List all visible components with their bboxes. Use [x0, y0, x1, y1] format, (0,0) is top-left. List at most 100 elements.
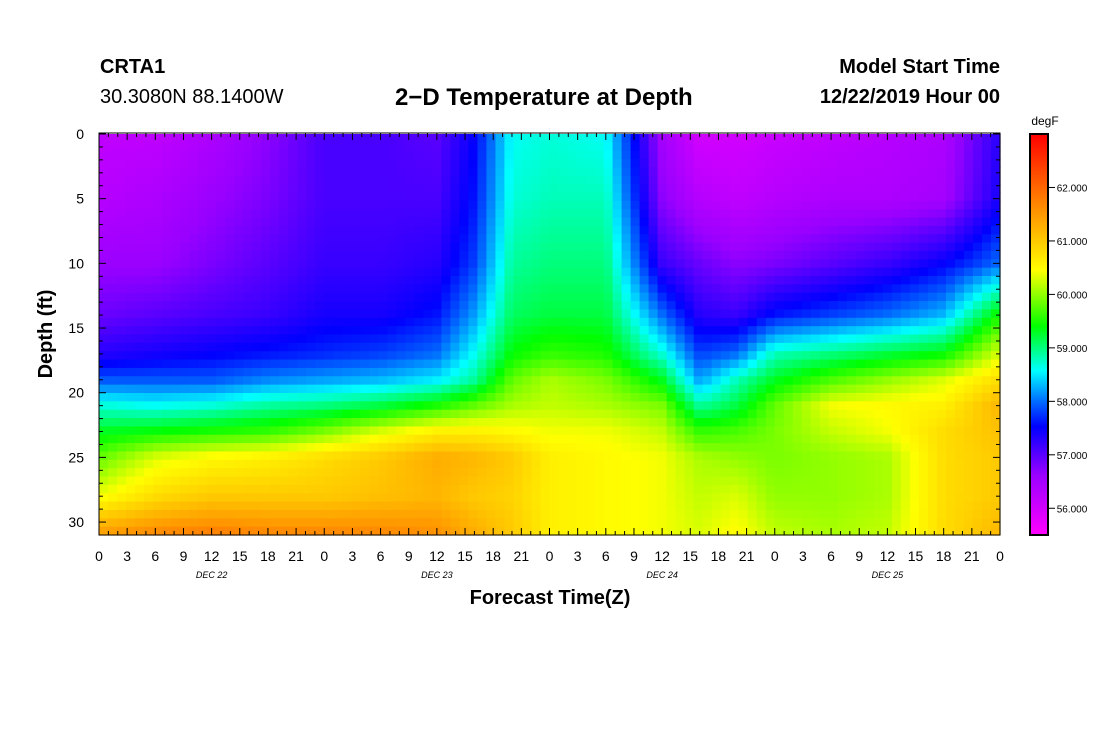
heatmap-cell	[603, 367, 614, 377]
heatmap-cell	[873, 175, 884, 185]
heatmap-cell	[891, 200, 902, 210]
heatmap-cell	[396, 317, 406, 327]
heatmap-cell	[792, 317, 803, 327]
heatmap-cell	[234, 434, 244, 444]
heatmap-cell	[225, 250, 235, 260]
heatmap-cell	[252, 326, 262, 336]
heatmap-cell	[963, 367, 974, 377]
heatmap-cell	[612, 192, 623, 202]
heatmap-cell	[432, 142, 442, 152]
heatmap-cell	[675, 134, 686, 143]
heatmap-cell	[936, 476, 947, 486]
heatmap-cell	[117, 309, 127, 319]
heatmap-cell	[594, 468, 605, 478]
heatmap-cell	[144, 175, 154, 185]
heatmap-cell	[396, 367, 406, 377]
heatmap-cell	[171, 426, 181, 436]
heatmap-cell	[198, 468, 208, 478]
heatmap-cell	[324, 401, 334, 411]
heatmap-cell	[477, 301, 488, 311]
heatmap-cell	[360, 351, 370, 361]
heatmap-cell	[819, 359, 830, 369]
heatmap-cell	[891, 159, 902, 169]
station-id: CRTA1	[100, 56, 166, 78]
heatmap-cell	[819, 301, 830, 311]
heatmap-cell	[198, 509, 208, 519]
heatmap-cell	[162, 150, 172, 160]
heatmap-cell	[405, 175, 415, 185]
heatmap-cell	[720, 426, 731, 436]
heatmap-cell	[945, 276, 956, 285]
heatmap-cell	[522, 418, 533, 427]
heatmap-cell	[837, 150, 848, 160]
heatmap-cell	[765, 443, 776, 453]
heatmap-cell	[441, 134, 451, 143]
heatmap-cell	[459, 234, 470, 244]
heatmap-cell	[567, 434, 578, 444]
heatmap-cell	[864, 225, 875, 235]
heatmap-cell	[846, 384, 857, 394]
heatmap-cell	[927, 493, 938, 503]
heatmap-cell	[441, 150, 451, 160]
heatmap-cell	[630, 309, 641, 319]
heatmap-cell	[819, 484, 830, 494]
heatmap-cell	[693, 426, 704, 436]
heatmap-cell	[828, 317, 839, 327]
heatmap-cell	[963, 359, 974, 369]
heatmap-cell	[756, 225, 767, 235]
heatmap-cell	[135, 150, 145, 160]
heatmap-cell	[459, 292, 470, 302]
heatmap-cell	[153, 484, 163, 494]
heatmap-cell	[639, 359, 650, 369]
heatmap-cell	[297, 443, 307, 453]
heatmap-cell	[333, 167, 343, 177]
heatmap-cell	[477, 150, 488, 160]
heatmap-cell	[927, 434, 938, 444]
heatmap-cell	[198, 409, 208, 419]
heatmap-cell	[216, 175, 226, 185]
heatmap-cell	[711, 409, 722, 419]
heatmap-cell	[387, 342, 397, 352]
heatmap-cell	[585, 234, 596, 244]
heatmap-cell	[873, 301, 884, 311]
heatmap-cell	[342, 443, 352, 453]
heatmap-cell	[972, 409, 983, 419]
heatmap-cell	[774, 317, 785, 327]
heatmap-cell	[378, 175, 388, 185]
heatmap-cell	[135, 234, 145, 244]
heatmap-cell	[297, 284, 307, 294]
heatmap-cell	[711, 276, 722, 285]
heatmap-cell	[675, 401, 686, 411]
heatmap-cell	[954, 142, 965, 152]
heatmap-cell	[99, 276, 109, 285]
heatmap-cell	[459, 217, 470, 227]
heatmap-cell	[405, 267, 415, 277]
heatmap-cell	[792, 192, 803, 202]
heatmap-cell	[693, 292, 704, 302]
heatmap-cell	[729, 409, 740, 419]
heatmap-cell	[774, 326, 785, 336]
heatmap-cell	[900, 418, 911, 427]
heatmap-cell	[333, 192, 343, 202]
heatmap-cell	[108, 493, 118, 503]
heatmap-cell	[774, 292, 785, 302]
heatmap-cell	[828, 225, 839, 235]
heatmap-cell	[720, 509, 731, 519]
heatmap-cell	[504, 351, 515, 361]
heatmap-cell	[756, 509, 767, 519]
heatmap-cell	[765, 284, 776, 294]
heatmap-cell	[567, 267, 578, 277]
heatmap-cell	[360, 401, 370, 411]
heatmap-cell	[612, 250, 623, 260]
heatmap-cell	[720, 468, 731, 478]
heatmap-cell	[207, 326, 217, 336]
heatmap-cell	[729, 376, 740, 386]
heatmap-cell	[144, 192, 154, 202]
heatmap-cell	[333, 443, 343, 453]
heatmap-cell	[729, 292, 740, 302]
heatmap-cell	[261, 267, 271, 277]
heatmap-cell	[747, 167, 758, 177]
heatmap-cell	[666, 234, 677, 244]
heatmap-cell	[657, 359, 668, 369]
heatmap-cell	[495, 250, 506, 260]
